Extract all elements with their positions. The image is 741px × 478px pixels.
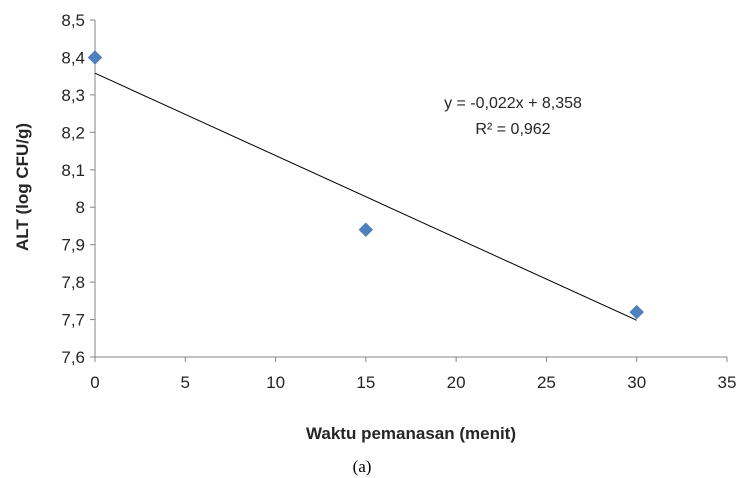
x-tick-label: 30 — [627, 373, 646, 392]
r-squared-label: R² = 0,962 — [475, 121, 550, 138]
figure-caption: (a) — [353, 457, 372, 476]
data-point — [358, 222, 374, 238]
axes — [90, 19, 728, 362]
x-tick-labels: 0 5 10 15 20 25 30 35 — [90, 373, 736, 392]
data-points — [87, 50, 645, 320]
data-point — [87, 50, 103, 65]
y-tick-label: 7,8 — [61, 273, 85, 292]
y-tick-label: 7,7 — [61, 311, 85, 330]
x-tick-label: 35 — [718, 373, 737, 392]
y-axis-title: ALT (log CFU/g) — [13, 123, 32, 251]
y-tick-label: 8 — [76, 198, 85, 217]
x-tick-label: 5 — [181, 373, 190, 392]
x-tick-label: 25 — [537, 373, 556, 392]
y-tick-label: 8,1 — [61, 161, 85, 180]
x-tick-label: 20 — [447, 373, 466, 392]
y-tick-label: 8,2 — [61, 123, 85, 142]
y-tick-label: 7,6 — [61, 348, 85, 367]
trendline-equation: y = -0,022x + 8,358 — [444, 95, 582, 112]
y-tick-label: 8,3 — [61, 86, 85, 105]
y-tick-label: 8,4 — [61, 48, 85, 67]
x-tick-label: 0 — [90, 373, 99, 392]
x-tick-label: 10 — [266, 373, 285, 392]
y-tick-labels: 7,6 7,7 7,8 7,9 8 8,1 8,2 8,3 8,4 8,5 — [61, 11, 85, 367]
trendline — [94, 72, 637, 321]
y-tick-label: 8,5 — [61, 11, 85, 30]
x-axis-title: Waktu pemanasan (menit) — [306, 424, 516, 443]
x-tick-label: 15 — [356, 373, 375, 392]
y-tick-label: 7,9 — [61, 236, 85, 255]
data-point — [629, 304, 645, 320]
